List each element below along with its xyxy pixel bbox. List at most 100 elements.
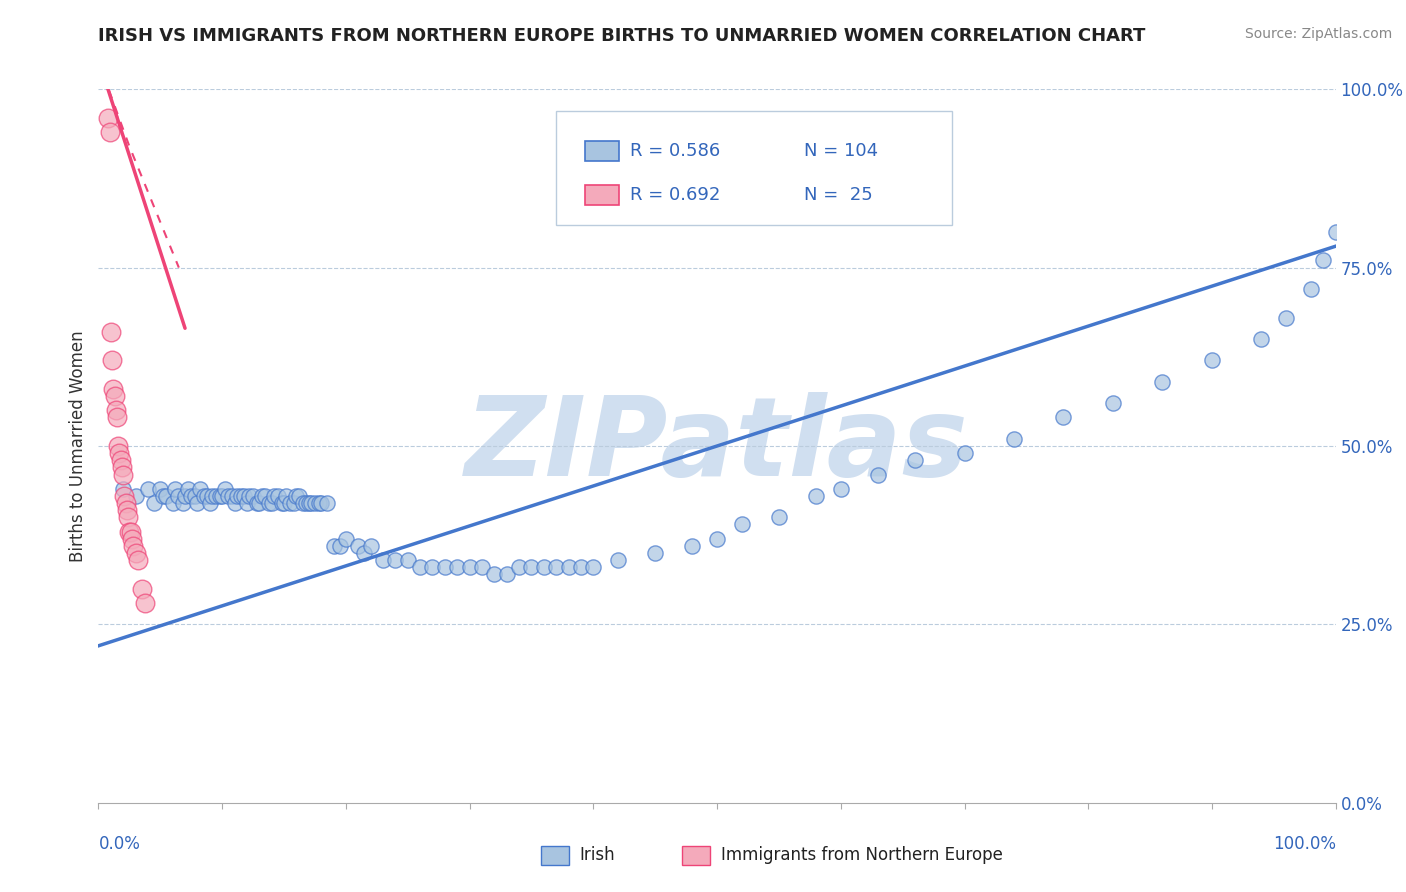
FancyBboxPatch shape [585, 185, 619, 205]
Point [557, 560, 579, 574]
Point [569, 560, 592, 574]
Point [112, 482, 135, 496]
Point [117, 510, 139, 524]
Point [409, 560, 432, 574]
Point [176, 482, 198, 496]
Point [100, 325, 122, 339]
FancyBboxPatch shape [541, 846, 569, 865]
Point [273, 496, 295, 510]
Point [174, 489, 197, 503]
Point [166, 489, 188, 503]
Point [184, 489, 207, 503]
Text: IRISH VS IMMIGRANTS FROM NORTHERN EUROPE BIRTHS TO UNMARRIED WOMEN CORRELATION C: IRISH VS IMMIGRANTS FROM NORTHERN EUROPE… [98, 27, 1146, 45]
Point [304, 496, 326, 510]
Point [224, 496, 246, 510]
Point [134, 596, 156, 610]
Point [214, 482, 236, 496]
Point [607, 553, 630, 567]
Point [353, 546, 375, 560]
Text: N =  25: N = 25 [804, 186, 872, 203]
Point [229, 489, 252, 503]
Point [121, 532, 143, 546]
Text: N = 104: N = 104 [804, 142, 877, 160]
Text: R = 0.692: R = 0.692 [630, 186, 721, 203]
Point [830, 482, 852, 496]
Point [299, 496, 322, 510]
Point [1152, 375, 1174, 389]
Y-axis label: Births to Unmarried Women: Births to Unmarried Women [69, 330, 87, 562]
Point [329, 539, 352, 553]
Point [278, 496, 301, 510]
Point [107, 439, 129, 453]
FancyBboxPatch shape [585, 141, 619, 161]
Point [298, 496, 321, 510]
Point [309, 496, 332, 510]
Point [211, 489, 233, 503]
Point [270, 496, 292, 510]
Point [250, 489, 273, 503]
Point [103, 389, 125, 403]
Point [112, 489, 135, 503]
Point [316, 496, 339, 510]
Point [283, 496, 305, 510]
Point [446, 560, 468, 574]
Point [582, 560, 605, 574]
Point [681, 539, 703, 553]
Point [322, 539, 344, 553]
Point [238, 489, 260, 503]
Point [384, 553, 406, 567]
Point [127, 553, 149, 567]
Point [295, 496, 318, 510]
Point [471, 560, 494, 574]
Point [104, 403, 127, 417]
Point [257, 496, 280, 510]
Point [186, 496, 208, 510]
Point [136, 482, 159, 496]
Point [520, 560, 543, 574]
Point [260, 496, 283, 510]
Point [155, 489, 177, 503]
Point [706, 532, 728, 546]
Point [205, 489, 228, 503]
Point [112, 467, 135, 482]
Point [263, 489, 285, 503]
Point [1102, 396, 1125, 410]
Point [115, 503, 138, 517]
Point [495, 567, 517, 582]
Point [288, 489, 311, 503]
Point [953, 446, 976, 460]
Point [433, 560, 456, 574]
Point [162, 496, 184, 510]
Point [644, 546, 666, 560]
Point [105, 410, 128, 425]
Point [804, 489, 827, 503]
Point [247, 496, 270, 510]
Point [114, 496, 136, 510]
Point [291, 496, 314, 510]
Point [1299, 282, 1322, 296]
FancyBboxPatch shape [557, 111, 952, 225]
Point [360, 539, 382, 553]
Text: ZIPatlas: ZIPatlas [465, 392, 969, 500]
Point [533, 560, 555, 574]
Point [371, 553, 394, 567]
Point [221, 489, 243, 503]
Point [193, 489, 215, 503]
Point [172, 496, 194, 510]
Point [1250, 332, 1272, 346]
Point [267, 489, 290, 503]
Text: Source: ZipAtlas.com: Source: ZipAtlas.com [1244, 27, 1392, 41]
Point [108, 446, 131, 460]
Point [101, 353, 124, 368]
Point [508, 560, 530, 574]
Point [458, 560, 481, 574]
Point [201, 489, 224, 503]
Point [111, 460, 134, 475]
FancyBboxPatch shape [682, 846, 710, 865]
Point [768, 510, 790, 524]
Point [98, 125, 121, 139]
Point [124, 489, 146, 503]
Text: 0.0%: 0.0% [98, 835, 141, 853]
Text: 100.0%: 100.0% [1272, 835, 1336, 853]
Point [396, 553, 419, 567]
